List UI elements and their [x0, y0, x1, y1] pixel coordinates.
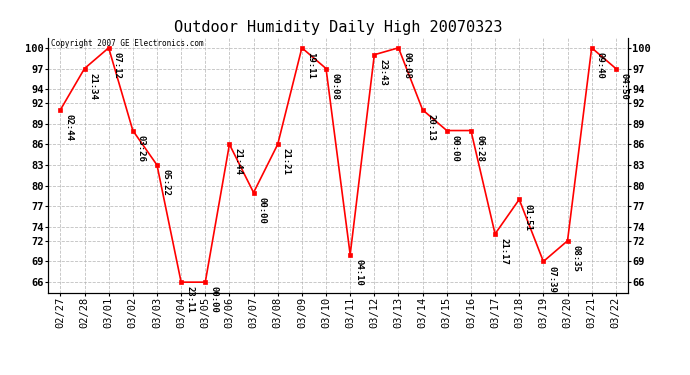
Text: 20:13: 20:13 [427, 114, 436, 141]
Text: 00:00: 00:00 [210, 286, 219, 313]
Title: Outdoor Humidity Daily High 20070323: Outdoor Humidity Daily High 20070323 [174, 20, 502, 35]
Text: 09:40: 09:40 [596, 52, 605, 79]
Text: 00:08: 00:08 [403, 52, 412, 79]
Text: 07:39: 07:39 [548, 266, 557, 292]
Text: 01:51: 01:51 [524, 204, 533, 231]
Text: 08:35: 08:35 [572, 245, 581, 272]
Text: 00:08: 00:08 [331, 73, 339, 99]
Text: 23:11: 23:11 [186, 286, 195, 313]
Text: 21:21: 21:21 [282, 148, 291, 176]
Text: 00:00: 00:00 [258, 197, 267, 223]
Text: 21:34: 21:34 [89, 73, 98, 99]
Text: Copyright 2007 GE Electronics.com: Copyright 2007 GE Electronics.com [51, 39, 204, 48]
Text: 04:50: 04:50 [620, 73, 629, 99]
Text: 05:22: 05:22 [161, 169, 170, 196]
Text: 21:44: 21:44 [234, 148, 243, 176]
Text: 03:26: 03:26 [137, 135, 146, 162]
Text: 23:43: 23:43 [379, 59, 388, 86]
Text: 04:10: 04:10 [355, 259, 364, 286]
Text: 21:17: 21:17 [500, 238, 509, 265]
Text: 02:44: 02:44 [65, 114, 74, 141]
Text: 07:12: 07:12 [113, 52, 122, 79]
Text: 06:28: 06:28 [475, 135, 484, 162]
Text: 00:00: 00:00 [451, 135, 460, 162]
Text: 19:11: 19:11 [306, 52, 315, 79]
